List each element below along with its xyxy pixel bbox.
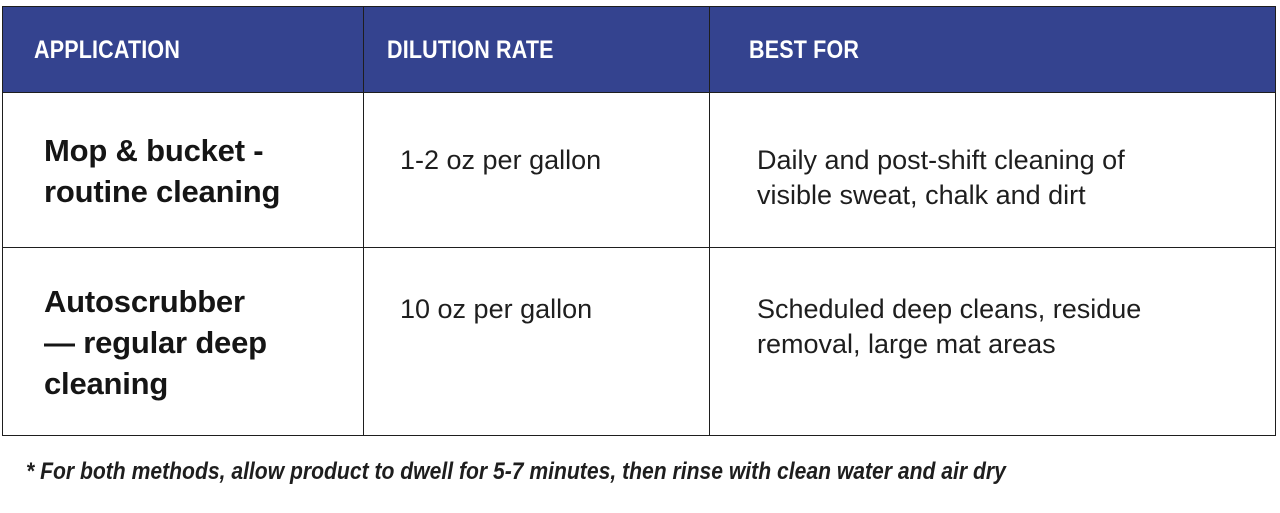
dilution-rate-cell: 1-2 oz per gallon — [364, 93, 710, 247]
dilution-rate-cell: 10 oz per gallon — [364, 248, 710, 435]
dilution-rate-value: 1-2 oz per gallon — [400, 145, 602, 175]
table-row: Autoscrubber — regular deep cleaning 10 … — [3, 248, 1275, 435]
table-header-row: APPLICATION DILUTION RATE BEST FOR — [3, 7, 1275, 93]
header-cell-best-for: BEST FOR — [710, 7, 1275, 92]
footnote: * For both methods, allow product to dwe… — [26, 458, 1006, 485]
application-name: Autoscrubber — regular deep cleaning — [44, 284, 267, 401]
application-name: Mop & bucket - routine cleaning — [44, 133, 281, 209]
best-for-text: Daily and post-shift cleaning of visible… — [757, 145, 1125, 210]
dilution-rate-value: 10 oz per gallon — [400, 294, 593, 324]
best-for-text: Scheduled deep cleans, residue removal, … — [757, 294, 1142, 359]
header-cell-application: APPLICATION — [3, 7, 364, 92]
header-cell-dilution-rate: DILUTION RATE — [364, 7, 710, 92]
header-application: APPLICATION — [34, 36, 181, 64]
cleaning-instructions-table: APPLICATION DILUTION RATE BEST FOR Mop &… — [2, 6, 1276, 436]
header-best-for: BEST FOR — [749, 36, 860, 64]
application-cell: Mop & bucket - routine cleaning — [3, 93, 364, 247]
best-for-cell: Scheduled deep cleans, residue removal, … — [710, 248, 1275, 435]
best-for-cell: Daily and post-shift cleaning of visible… — [710, 93, 1275, 247]
application-cell: Autoscrubber — regular deep cleaning — [3, 248, 364, 435]
table-row: Mop & bucket - routine cleaning 1-2 oz p… — [3, 93, 1275, 248]
header-dilution-rate: DILUTION RATE — [387, 36, 554, 64]
